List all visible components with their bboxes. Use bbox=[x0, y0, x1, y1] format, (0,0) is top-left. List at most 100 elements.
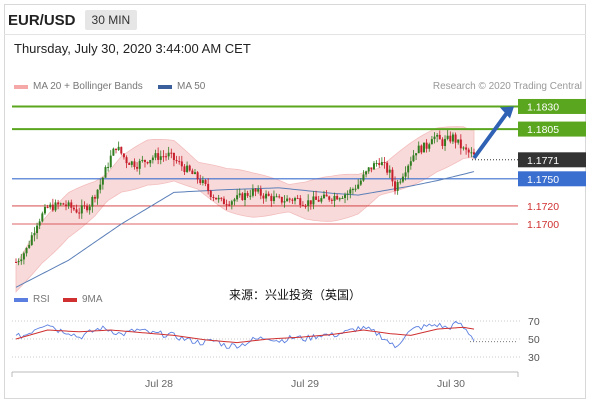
candle-body bbox=[304, 205, 307, 207]
candle-body bbox=[220, 197, 223, 199]
source-watermark: 来源：兴业投资（英国） bbox=[229, 288, 362, 302]
candle-body bbox=[336, 195, 339, 200]
candle-body bbox=[299, 198, 302, 206]
candle-body bbox=[246, 193, 249, 196]
candle-body bbox=[333, 195, 336, 201]
candle-body bbox=[372, 163, 375, 170]
candle-body bbox=[175, 160, 178, 162]
level-tag-1.1720: 1.1720 bbox=[527, 201, 559, 213]
candle-body bbox=[15, 261, 17, 263]
candle-body bbox=[441, 139, 444, 146]
candle-body bbox=[59, 203, 62, 205]
candle-body bbox=[41, 213, 44, 222]
candle-body bbox=[386, 162, 389, 173]
candle-body bbox=[136, 166, 139, 169]
candle-body bbox=[307, 200, 310, 207]
candle-body bbox=[454, 134, 457, 143]
candle-body bbox=[143, 159, 146, 162]
legend-ma20: MA 20 + Bollinger Bands bbox=[14, 81, 143, 92]
candle-body bbox=[201, 180, 204, 184]
candle-body bbox=[338, 198, 341, 200]
candle-body bbox=[312, 196, 315, 205]
candle-body bbox=[122, 153, 125, 158]
candle-body bbox=[388, 169, 391, 173]
candle-body bbox=[70, 202, 73, 208]
candle-body bbox=[88, 206, 91, 211]
candle-body bbox=[38, 221, 41, 226]
candle-body bbox=[154, 153, 157, 158]
candle-body bbox=[378, 163, 381, 166]
rsi-tick-30: 30 bbox=[528, 352, 540, 364]
candle-body bbox=[451, 134, 454, 142]
candle-body bbox=[473, 152, 475, 155]
candle-body bbox=[417, 145, 420, 154]
candle-body bbox=[317, 199, 320, 202]
candle-body bbox=[272, 196, 275, 202]
candle-body bbox=[415, 153, 418, 156]
candle-body bbox=[17, 261, 20, 263]
candle-body bbox=[328, 196, 331, 200]
candle-body bbox=[249, 195, 252, 197]
x-tick-label: Jul 30 bbox=[437, 378, 465, 390]
level-tag-1.1771: 1.1771 bbox=[527, 155, 559, 167]
rsi-line bbox=[15, 320, 475, 349]
candle-body bbox=[357, 184, 360, 189]
candle-body bbox=[120, 146, 123, 154]
candle-body bbox=[238, 193, 241, 196]
candle-body bbox=[86, 205, 89, 211]
candle-body bbox=[433, 136, 436, 140]
candle-body bbox=[470, 152, 473, 154]
candle-body bbox=[83, 205, 86, 207]
candle-body bbox=[315, 196, 318, 200]
legend-rsi: RSI bbox=[14, 294, 50, 305]
candle-body bbox=[244, 193, 246, 201]
rsi-tick-70: 70 bbox=[528, 316, 540, 328]
research-credit: Research © 2020 Trading Central bbox=[432, 81, 582, 92]
level-tag-1.1805: 1.1805 bbox=[527, 124, 559, 136]
candle-body bbox=[54, 202, 57, 211]
candle-body bbox=[157, 153, 160, 160]
candle-body bbox=[57, 202, 60, 205]
candle-body bbox=[404, 172, 407, 177]
candle-body bbox=[288, 198, 291, 200]
candle-body bbox=[230, 201, 233, 205]
candle-body bbox=[183, 166, 186, 172]
header-divider bbox=[4, 34, 586, 35]
level-tag-1.1750-bg bbox=[518, 171, 586, 187]
candle-body bbox=[391, 169, 394, 182]
candle-body bbox=[20, 259, 23, 262]
candle-body bbox=[401, 176, 404, 182]
candle-body bbox=[209, 190, 212, 198]
candle-body bbox=[93, 196, 96, 199]
candle-body bbox=[191, 170, 194, 175]
candle-body bbox=[407, 165, 410, 173]
report-datetime: Thursday, July 30, 2020 3:44:00 AM CET bbox=[14, 41, 251, 56]
candle-body bbox=[204, 180, 207, 184]
candle-body bbox=[25, 247, 28, 254]
candle-body bbox=[254, 188, 257, 192]
candle-body bbox=[99, 184, 102, 190]
candle-body bbox=[80, 205, 83, 214]
x-tick-label: Jul 28 bbox=[145, 378, 173, 390]
rsi-swatch bbox=[14, 297, 28, 302]
candle-body bbox=[262, 195, 265, 199]
candle-body bbox=[75, 209, 78, 213]
candle-body bbox=[420, 145, 423, 153]
candle-body bbox=[380, 162, 383, 166]
rsi-tick-50: 50 bbox=[528, 334, 540, 346]
candle-body bbox=[449, 135, 452, 142]
timeframe-badge[interactable]: 30 MIN bbox=[84, 10, 138, 30]
candle-body bbox=[196, 172, 199, 180]
ma50-swatch bbox=[158, 84, 172, 89]
candle-body bbox=[354, 188, 357, 190]
candle-body bbox=[107, 167, 110, 169]
legend-ma20-label: MA 20 + Bollinger Bands bbox=[33, 81, 143, 92]
candle-body bbox=[241, 193, 244, 201]
candle-body bbox=[217, 197, 220, 200]
candle-body bbox=[33, 233, 36, 236]
x-tick-label: Jul 29 bbox=[291, 378, 319, 390]
candle-body bbox=[228, 204, 231, 206]
candle-body bbox=[162, 156, 165, 158]
forecast-arrow-shaft bbox=[472, 110, 510, 160]
